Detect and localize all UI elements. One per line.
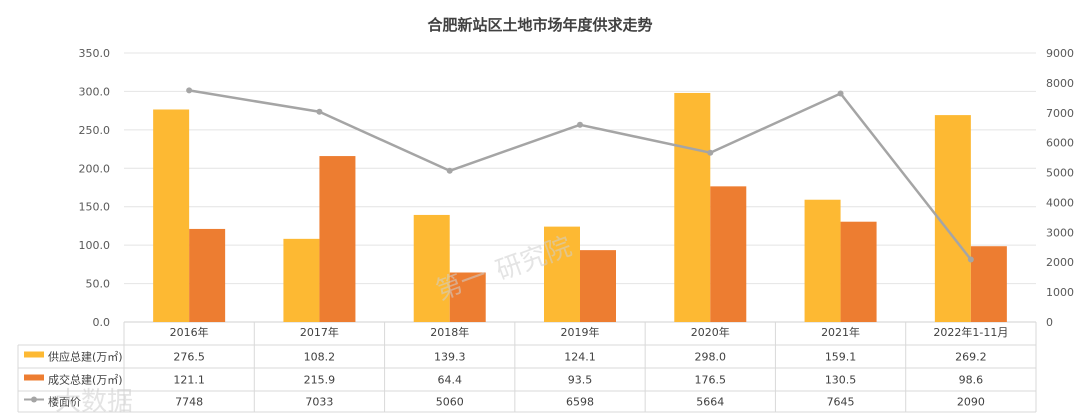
bar-deal [319, 156, 356, 322]
x-axis-tick: 2018年 [430, 325, 469, 339]
right-axis-tick: 2000 [1046, 256, 1074, 269]
x-axis-tick: 2017年 [300, 325, 339, 339]
x-axis-tick: 2022年1-11月 [933, 325, 1008, 339]
chart-title: 合肥新站区土地市场年度供求走势 [426, 16, 652, 34]
price-point [707, 149, 714, 156]
data-label: 269.2 [955, 351, 987, 364]
price-point [837, 90, 844, 97]
price-point [446, 167, 453, 174]
right-axis-tick: 3000 [1046, 226, 1074, 239]
left-axis-tick: 100.0 [79, 239, 111, 252]
watermark-text: 大数据 [55, 387, 133, 417]
bar-deal [710, 186, 747, 322]
data-label: 130.5 [825, 374, 857, 387]
right-axis-tick: 7000 [1046, 107, 1074, 120]
price-line [186, 87, 974, 263]
data-label: 124.1 [564, 351, 596, 364]
bar-supply [934, 115, 971, 322]
bar-supply [674, 92, 711, 322]
left-axis-tick: 200.0 [79, 162, 111, 175]
data-table: 2016年 2017年 2018年 2019年 2020年 2021年 2022年1-11月… [17, 322, 1037, 413]
right-axis-tick: 0 [1046, 316, 1053, 329]
left-axis-tick: 300.0 [79, 85, 111, 98]
data-label: 5060 [436, 396, 464, 409]
legend-label: 供应总建(万㎡) [48, 350, 123, 364]
price-point [577, 121, 583, 128]
right-axis-tick: 6000 [1046, 137, 1074, 150]
data-label: 298.0 [695, 351, 727, 364]
data-label: 64.4 [437, 374, 462, 387]
bar-deal [970, 246, 1007, 322]
data-label: 176.5 [695, 374, 727, 387]
bar-supply [544, 226, 580, 322]
x-axis-tick: 2021年 [821, 325, 860, 339]
data-label: 139.3 [434, 351, 466, 364]
legend-label: 成交总建(万㎡) [48, 373, 123, 387]
left-axis-tick: 50.0 [86, 278, 111, 291]
left-axis-tick: 250.0 [79, 124, 111, 137]
left-axis-tick: 0.0 [93, 316, 111, 329]
data-label: 121.1 [173, 374, 205, 387]
price-point [316, 108, 323, 115]
bar-supply [413, 214, 450, 322]
x-axis-tick: 2019年 [561, 325, 600, 339]
bars [153, 92, 1007, 323]
price-point [967, 256, 974, 263]
data-label: 7748 [175, 396, 203, 409]
legend-label: 楼面价 [48, 395, 81, 409]
bar-deal [449, 272, 486, 322]
left-axis-tick: 150.0 [79, 201, 111, 214]
bar-supply [153, 109, 190, 323]
left-axis: 0.0 50.0 100.0 150.0 200.0 250.0 300.0 350.0 [79, 47, 111, 329]
price-point [186, 87, 193, 94]
bar-supply [804, 199, 841, 322]
right-axis-tick: 4000 [1046, 196, 1074, 209]
data-label: 159.1 [825, 351, 857, 364]
legend-swatch [24, 374, 44, 381]
legend-marker [31, 396, 37, 403]
left-axis-tick: 350.0 [79, 47, 111, 60]
data-label: 7033 [305, 396, 333, 409]
data-label: 215.9 [304, 374, 336, 387]
data-label: 7645 [827, 396, 855, 409]
bar-deal [189, 228, 226, 322]
right-axis-tick: 9000 [1046, 47, 1074, 60]
x-axis-tick: 2020年 [691, 325, 730, 339]
data-label: 98.6 [959, 374, 984, 387]
data-label: 6598 [566, 396, 594, 409]
bar-deal [840, 221, 877, 322]
data-label: 2090 [957, 396, 985, 409]
x-axis-tick: 2016年 [170, 325, 209, 339]
right-axis-tick: 8000 [1046, 77, 1074, 90]
right-axis: 0 1000 2000 3000 4000 5000 6000 7000 8000 9000 [1046, 47, 1074, 329]
legend-swatch [24, 351, 44, 358]
right-axis-tick: 5000 [1046, 167, 1074, 180]
right-axis-tick: 1000 [1046, 286, 1074, 299]
data-label: 93.5 [568, 374, 593, 387]
bar-supply [283, 238, 320, 322]
bar-deal [580, 250, 616, 322]
data-label: 5664 [696, 396, 724, 409]
data-label: 276.5 [173, 351, 205, 364]
data-label: 108.2 [304, 351, 336, 364]
